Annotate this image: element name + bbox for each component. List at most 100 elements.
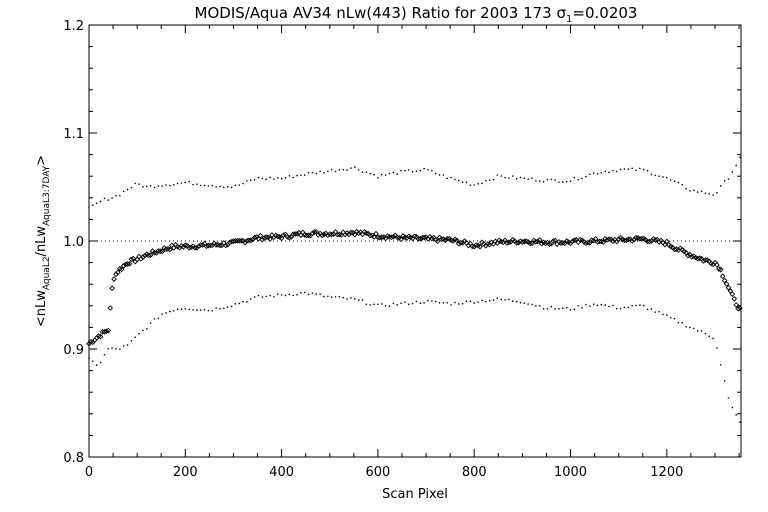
upper-bound-point bbox=[461, 181, 464, 184]
mean-ratio-point bbox=[355, 230, 362, 237]
upper-bound-point bbox=[226, 185, 229, 188]
lower-bound-point bbox=[704, 332, 707, 335]
lower-bound-point bbox=[196, 309, 198, 311]
mean-ratio-point bbox=[163, 246, 169, 253]
lower-bound-point bbox=[115, 348, 117, 350]
upper-bound-point bbox=[677, 181, 680, 184]
x-tick-label: 600 bbox=[366, 465, 391, 480]
lower-bound-point bbox=[585, 303, 587, 306]
upper-bound-point bbox=[188, 180, 190, 183]
lower-bound-point bbox=[608, 305, 610, 308]
upper-bound-point bbox=[562, 181, 564, 183]
upper-bound-point bbox=[365, 171, 368, 173]
lower-bound-point bbox=[646, 308, 649, 311]
lower-bound-point bbox=[334, 296, 337, 298]
upper-bound-point bbox=[712, 194, 714, 196]
lower-bound-point bbox=[230, 305, 233, 308]
lower-bound-point bbox=[253, 296, 256, 298]
mean-ratio-point bbox=[664, 238, 670, 245]
upper-bound-point bbox=[477, 183, 479, 185]
lower-bound-point bbox=[739, 421, 741, 423]
upper-bound-point bbox=[165, 184, 167, 186]
mean-ratio-point bbox=[207, 242, 214, 249]
lower-bound-point bbox=[107, 348, 110, 350]
lower-bound-point bbox=[423, 302, 425, 304]
upper-bound-point bbox=[280, 177, 283, 180]
lower-bound-point bbox=[199, 309, 202, 311]
lower-bound-point bbox=[269, 294, 271, 297]
lower-bound-point bbox=[261, 296, 264, 298]
upper-bound-point bbox=[419, 169, 422, 172]
upper-bound-point bbox=[407, 169, 410, 171]
upper-bound-point bbox=[103, 197, 106, 200]
upper-bound-point bbox=[511, 175, 514, 177]
lower-bound-point bbox=[719, 363, 722, 366]
lower-bound-point bbox=[377, 303, 379, 306]
upper-bound-point bbox=[126, 188, 129, 191]
y-axis-title: <nLwAquaL2/nLwAquaL3:7DAY> bbox=[34, 155, 52, 327]
mean-ratio-point bbox=[192, 244, 198, 251]
mean-ratio-point bbox=[638, 235, 645, 242]
mean-ratio-point bbox=[371, 234, 377, 240]
y-title-sub-2: AquaL3:7DAY bbox=[42, 165, 52, 226]
lower-bound-point bbox=[511, 300, 514, 302]
upper-bound-point bbox=[658, 175, 660, 177]
lower-bound-point bbox=[265, 295, 268, 298]
mean-ratio-point bbox=[195, 243, 202, 250]
lower-bound-point bbox=[242, 300, 244, 303]
lower-bound-point bbox=[180, 308, 183, 310]
lower-bound-point bbox=[315, 293, 318, 295]
mean-ratio-point bbox=[267, 236, 273, 242]
mean-ratio-point bbox=[723, 281, 730, 287]
upper-bound-point bbox=[535, 180, 537, 182]
mean-ratio-point bbox=[170, 245, 177, 251]
mean-ratio-point bbox=[305, 232, 312, 239]
lower-bound-point bbox=[111, 347, 113, 349]
upper-bound-point bbox=[523, 177, 526, 179]
lower-bound-point bbox=[145, 328, 148, 330]
lower-bound-point bbox=[350, 297, 352, 299]
upper-bound-point bbox=[458, 179, 460, 182]
lower-bound-point bbox=[307, 293, 310, 296]
lower-bound-point bbox=[419, 302, 422, 304]
mean-ratio-point bbox=[109, 285, 115, 292]
lower-bound-point bbox=[642, 304, 645, 307]
lower-bound-point bbox=[292, 294, 294, 297]
upper-bound-point bbox=[639, 167, 641, 170]
upper-bound-point bbox=[273, 178, 275, 180]
mean-ratio-point bbox=[719, 273, 726, 280]
upper-bound-point bbox=[92, 204, 94, 206]
mean-ratio-point bbox=[242, 239, 248, 246]
mean-ratio-point bbox=[111, 276, 117, 282]
mean-ratio-point bbox=[534, 238, 541, 245]
upper-bound-point bbox=[292, 176, 294, 179]
lower-bound-point bbox=[577, 304, 580, 307]
mean-ratio-point bbox=[103, 328, 110, 335]
upper-bound-point bbox=[149, 184, 152, 187]
upper-bound-point bbox=[238, 184, 241, 186]
mean-ratio-point bbox=[311, 229, 318, 235]
upper-bound-point bbox=[465, 181, 468, 184]
mean-ratio-point bbox=[309, 230, 316, 237]
mean-ratio-point bbox=[714, 262, 720, 268]
lower-bound-point bbox=[415, 300, 418, 303]
upper-bound-point bbox=[207, 185, 210, 187]
mean-ratio-point bbox=[633, 234, 639, 241]
mean-ratio-point bbox=[319, 232, 325, 239]
mean-ratio-point bbox=[213, 242, 219, 248]
mean-ratio-point bbox=[702, 257, 709, 263]
upper-bound-point bbox=[481, 182, 483, 185]
mean-ratio-point bbox=[375, 234, 381, 241]
lower-bound-point bbox=[357, 299, 360, 301]
mean-ratio-point bbox=[390, 233, 397, 240]
lower-bound-point bbox=[550, 305, 553, 308]
upper-bound-point bbox=[689, 190, 691, 192]
upper-bound-point bbox=[515, 177, 518, 180]
lower-bound-point bbox=[623, 306, 626, 309]
mean-ratio-point bbox=[97, 333, 104, 340]
title-sigma-sub: 1 bbox=[566, 14, 572, 25]
lower-bound-point bbox=[531, 303, 533, 306]
lower-bound-point bbox=[122, 345, 125, 347]
upper-bound-point bbox=[427, 168, 429, 171]
upper-bound-point bbox=[388, 172, 391, 175]
